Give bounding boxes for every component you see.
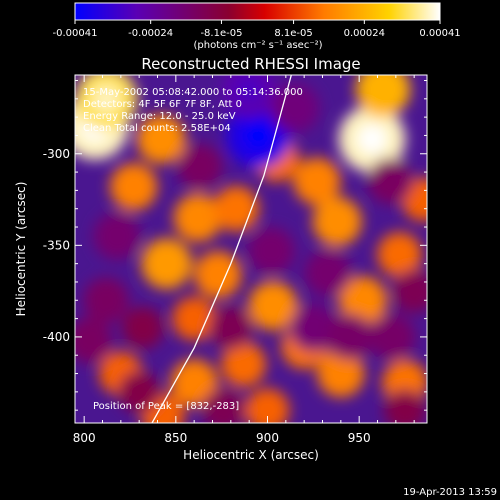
heatmap-source: [293, 157, 341, 205]
heatmap-source: [141, 238, 193, 290]
heatmap-source-core: [356, 124, 388, 155]
heatmap-source: [247, 227, 295, 275]
heatmap-source: [194, 250, 242, 299]
x-tick-label: 850: [164, 431, 187, 445]
heatmap-source: [136, 114, 186, 164]
colorbar-ticks: -0.00041 -0.00024 -8.1e-05 8.1e-05 0.00024 0.…: [53, 20, 461, 39]
heatmap-source: [312, 196, 362, 247]
heatmap-source: [93, 212, 141, 260]
plot-frame: [74, 74, 428, 424]
heatmap-source-core: [92, 84, 121, 113]
colorbar-tick-label: -0.00041: [53, 28, 98, 39]
heatmap-source: [201, 388, 246, 423]
heatmap-source: [110, 163, 158, 211]
x-tick-label: 800: [73, 431, 96, 445]
annotation-block: 15-May-2002 05:08:42.000 to 05:14:36.000…: [83, 87, 303, 134]
y-axis-ticks: -300 -350 -400: [43, 79, 427, 411]
chart-title: Reconstructed RHESSI Image: [141, 55, 360, 73]
x-tick-label: 900: [256, 431, 279, 445]
heatmap-source: [377, 232, 422, 277]
heatmap-source: [213, 185, 260, 232]
annotation-energy-range: Energy Range: 12.0 - 25.0 keV: [83, 111, 236, 122]
heatmap-source: [326, 313, 374, 361]
heatmap-source: [170, 359, 218, 407]
y-tick-label: -300: [43, 147, 70, 161]
y-tick-label: -400: [43, 330, 70, 344]
heatmap-source: [355, 75, 411, 117]
heatmap-source: [75, 317, 113, 364]
heatmap-source: [173, 193, 222, 242]
annotation-counts: Clean Total counts: 2.58E+04: [83, 123, 231, 134]
colorbar: -0.00041 -0.00024 -8.1e-05 8.1e-05 0.00024 0.…: [53, 2, 461, 51]
heatmap-image: [75, 75, 427, 423]
colorbar-tick-label: 0.00024: [344, 28, 385, 39]
plot-area: [75, 75, 427, 423]
annotation-detectors: Detectors: 4F 5F 6F 7F 8F, Att 0: [83, 99, 242, 110]
x-axis-label: Heliocentric X (arcsec): [183, 448, 319, 462]
heatmap-source: [208, 305, 253, 350]
colorbar-tick-label: 0.00041: [419, 28, 460, 39]
heatmap-source: [317, 349, 365, 398]
colorbar-gradient: [74, 2, 441, 21]
heatmap-source: [367, 158, 414, 204]
x-axis-ticks: 800 850 900 950: [73, 75, 415, 445]
peak-position-label: Position of Peak = [832,-283]: [93, 401, 239, 412]
solar-limb-line: [151, 75, 292, 423]
heatmap-source: [384, 389, 426, 423]
heatmap-source: [392, 269, 427, 313]
y-axis-label: Heliocentric Y (arcsec): [14, 182, 28, 317]
heatmap-source: [270, 83, 320, 133]
colorbar-tick-label: 8.1e-05: [274, 28, 312, 39]
heatmap-source-core: [243, 120, 274, 151]
heatmap-source: [176, 143, 223, 190]
heatmap-source: [304, 249, 352, 297]
heatmap-source: [121, 306, 164, 349]
colorbar-units-label: (photons cm⁻² s⁻¹ asec⁻²): [193, 40, 322, 51]
heatmap-source: [118, 370, 161, 413]
heatmap-source: [289, 303, 338, 352]
heatmap-source: [221, 342, 266, 387]
heatmap-source: [83, 277, 129, 324]
x-tick-label: 950: [348, 431, 371, 445]
heatmap-source-core: [236, 76, 262, 103]
heatmap-source: [368, 313, 416, 361]
heatmap-source: [338, 276, 387, 325]
footer-date: 19-Apr-2013 13:59: [403, 487, 497, 498]
colorbar-tick-label: -8.1e-05: [200, 28, 242, 39]
heatmap-source: [248, 281, 298, 331]
heatmap-source: [172, 296, 217, 341]
y-tick-label: -350: [43, 238, 70, 252]
heatmap-source: [245, 388, 290, 423]
colorbar-tick-label: -0.00024: [128, 28, 173, 39]
annotation-time-range: 15-May-2002 05:08:42.000 to 05:14:36.000: [83, 87, 303, 98]
